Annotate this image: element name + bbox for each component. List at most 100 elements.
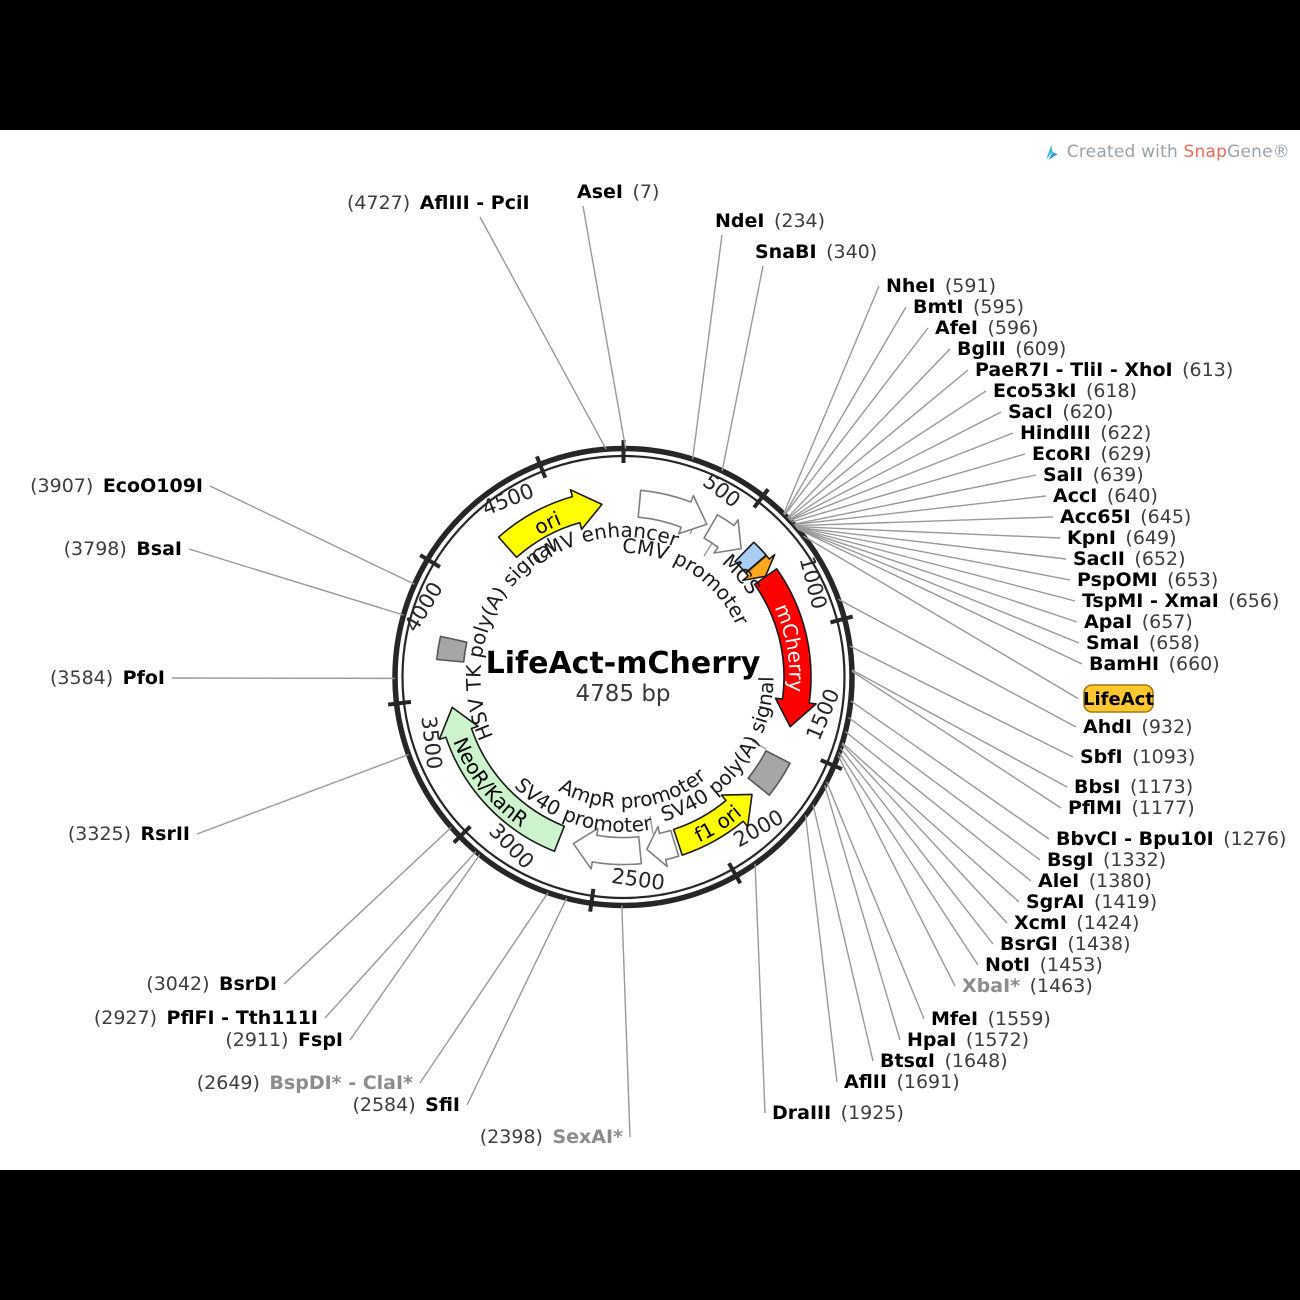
leader-mfei [825,781,925,1020]
leader-bglii [786,348,951,519]
site-label-sexai: (2398) SexAI* [480,1126,623,1148]
leader-afei [784,327,929,516]
site-label-bsrgi: BsrGI (1438) [1000,933,1131,955]
snapgene-logo-icon [1045,144,1058,160]
feature-sv40-poly-a-signal [747,750,791,796]
site-label-sfii: (2584) SfiI [352,1094,460,1116]
site-label-pflfi-tth111i: (2927) PflFI - Tth111I [94,1007,318,1029]
leader-afliii-pcii [479,216,607,450]
tick-4500 [535,455,548,479]
site-label-smai: SmaI (658) [1086,632,1200,654]
tick-label-2500: 2500 [610,864,666,895]
leader-acc65i [794,516,1054,527]
lifeact-badge [1083,684,1154,713]
watermark: Created with SnapGene® [1043,142,1290,162]
tick-2500 [588,888,596,912]
leader-smai [797,527,1080,644]
site-label-bts-i: BtsαI (1648) [880,1050,1008,1072]
leader-sfii [466,897,568,1106]
leader-paer7i-tlii-xhoi [787,369,969,520]
leader-noti [838,752,979,966]
site-label-pfoi: (3584) PfoI [50,667,165,689]
ampr-promoter-connector [649,815,654,835]
site-label-alei: AleI (1380) [1038,870,1152,892]
leader-lifeact-tag [802,535,1079,700]
site-label-noti: NotI (1453) [985,954,1103,976]
leader-bsrdi [283,826,452,985]
cmv-promoter-connector [703,541,714,557]
feature-cmv-promoter [703,514,742,554]
site-label-bglii: BglII (609) [957,338,1066,360]
site-label-asei: AseI (7) [577,181,659,203]
site-labels: AseI (7) NdeI (234) SnaBI (340) (4727) AflI… [30,181,1286,1148]
leader-ecoo109i [209,485,416,585]
leader-sali [793,474,1037,525]
leader-apai [796,527,1078,623]
leader-bts-i [812,804,874,1062]
plasmid-size: 4785 bp [575,681,670,707]
site-label-apai: ApaI (657) [1084,611,1193,633]
leader-pflfi-tth111i [324,851,477,1019]
site-label-paer7i-tlii-xhoi: PaeR7I - TliI - XhoI (613) [975,359,1233,381]
site-label-ecori: EcoRI (629) [1032,443,1152,465]
plasmid-title: LifeAct-mCherry [486,646,761,681]
site-label-sgrai: SgrAI (1419) [1026,891,1157,913]
tick-2000 [727,862,743,885]
leader-xbai [837,755,956,987]
site-label-sbfi: SbfI (1093) [1080,746,1195,768]
leader-sbfi [849,645,1074,758]
site-label-xbai: XbaI* (1463) [962,975,1093,997]
leader-lines [171,205,1083,1138]
feature-ampr-promoter [646,825,680,868]
lifeact-badge-label: LifeAct [1083,689,1154,710]
tick-4000 [419,553,441,569]
tick-label-4500: 4500 [479,479,538,521]
feature-ori [497,489,603,559]
site-label-nhei: NheI (591) [886,275,996,297]
site-label-acc65i: Acc65I (645) [1060,506,1191,528]
site-label-bsai: (3798) BsaI [64,538,182,560]
site-label-bbvci-bpu10i: BbvCI - Bpu10I (1276) [1056,828,1286,850]
feature-hsv-tk-poly-a-signal [436,635,468,663]
site-label-ecoo109i: (3907) EcoO109I [30,475,203,497]
site-label-saci: SacI (620) [1008,401,1113,423]
site-label-bbsi: BbsI (1173) [1074,776,1193,798]
site-label-snabi: SnaBI (340) [755,241,877,263]
watermark-prefix: Created with [1066,142,1184,162]
feature-f1-ori [672,793,753,856]
leader-bmti [783,306,907,516]
tick-label-500: 500 [698,469,744,512]
leader-bsrgi [840,747,994,945]
feature-neor-kanr [438,706,566,853]
tick-1000 [829,614,854,625]
leader-ecori [791,453,1026,523]
site-label-sali: SalI (639) [1043,464,1144,486]
site-label-sacii: SacII (652) [1073,548,1186,570]
site-label-kpni: KpnI (649) [1067,527,1177,549]
site-label-pspomi: PspOMI (653) [1077,569,1218,591]
leader-acci [793,495,1047,526]
leader-tspmi-xmai [796,527,1076,602]
tick-3000 [452,825,472,844]
leader-draiii [754,863,766,1114]
leader-alei [844,731,1032,882]
leader-asei [582,205,627,449]
lifeact-badge-group: LifeAct [1083,684,1154,713]
leader-ndei [691,234,723,460]
site-label-draiii: DraIII (1925) [772,1102,904,1124]
site-label-bmti: BmtI (595) [913,296,1024,318]
site-label-fspi: (2911) FspI [225,1029,343,1051]
leader-fspi [349,854,481,1041]
leader-bbsi [851,669,1068,788]
tick-1500 [819,758,843,771]
leader-snabi [721,265,764,472]
site-label-aflii: AflII (1691) [844,1071,960,1093]
site-label-rsrii: (3325) RsrII [68,823,190,845]
leader-aflii [804,815,838,1083]
sv40-polya-connector [751,740,767,750]
leader-nhei [782,285,880,515]
site-label-acci: AccI (640) [1053,485,1158,507]
tick-label-3500: 3500 [416,715,446,771]
leader-pspomi [796,526,1071,581]
